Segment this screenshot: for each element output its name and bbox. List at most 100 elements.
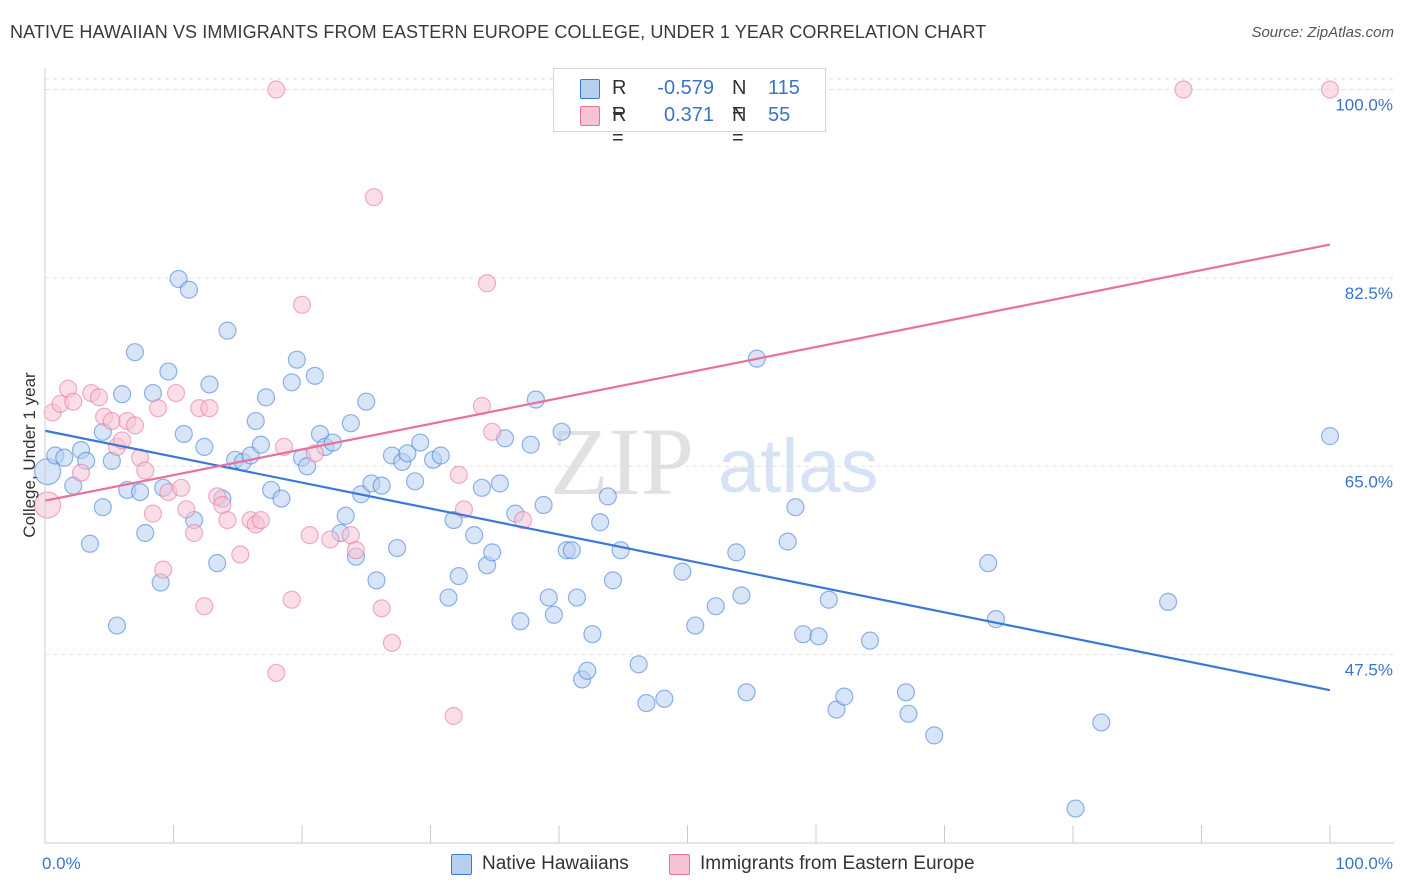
native-hawaiian-point — [673, 562, 692, 581]
pink-swatch-icon — [669, 854, 690, 875]
native-hawaiian-point — [778, 532, 797, 551]
native-hawaiian-point — [526, 390, 545, 409]
x-tick-label: 100.0% — [1335, 854, 1393, 873]
native-hawaiian-point — [539, 588, 558, 607]
eastern-europe-point — [267, 80, 286, 99]
eastern-europe-point — [513, 510, 533, 530]
legend-n-value: 115 — [768, 77, 800, 99]
native-hawaiian-point — [246, 411, 265, 431]
chart-title: NATIVE HAWAIIAN VS IMMIGRANTS FROM EASTE… — [10, 22, 987, 42]
native-hawaiian-point — [629, 655, 648, 674]
eastern-europe-point — [125, 416, 145, 435]
legend-r-value: -0.579 — [657, 77, 714, 99]
eastern-europe-point — [143, 504, 163, 523]
native-hawaiian-point — [55, 448, 74, 467]
native-hawaiian-point — [341, 414, 360, 433]
native-hawaiian-point — [655, 689, 674, 708]
native-hawaiian-point — [598, 487, 617, 506]
native-hawaiian-point — [251, 435, 270, 454]
eastern-europe-point — [372, 599, 391, 618]
eastern-europe-point — [218, 510, 237, 530]
y-tick-label: 100.0% — [1335, 96, 1393, 115]
eastern-europe-point — [305, 444, 324, 463]
native-hawaiian-point — [80, 534, 100, 553]
eastern-europe-point — [483, 422, 502, 441]
eastern-europe-point — [64, 392, 83, 411]
native-hawaiian-point — [112, 385, 132, 404]
eastern-europe-point — [89, 388, 109, 407]
native-hawaiian-point — [357, 392, 376, 411]
native-hawaiian-point — [195, 437, 214, 456]
eastern-europe-point — [102, 411, 121, 431]
native-hawaiian-point — [483, 543, 502, 562]
native-hawaiian-point — [130, 482, 150, 502]
eastern-europe-point — [231, 545, 250, 564]
legend-n-label: N = — [732, 77, 747, 122]
native-hawaiian-point — [1066, 799, 1085, 818]
eastern-europe-point — [177, 500, 196, 519]
native-hawaiian-point — [200, 375, 219, 394]
eastern-europe-point — [71, 463, 91, 482]
native-hawaiian-point — [611, 541, 630, 560]
y-axis-label: College, Under 1 year — [20, 372, 39, 538]
native-hawaiian-point — [583, 625, 602, 644]
native-hawaiian-point — [411, 433, 430, 452]
native-hawaiian-point — [727, 543, 746, 562]
legend-r-label: R = — [612, 104, 627, 149]
eastern-europe-point — [346, 541, 366, 560]
points-layer — [33, 80, 1340, 818]
eastern-europe-point — [166, 383, 186, 403]
native-hawaiian-point — [899, 704, 918, 723]
native-hawaiian-point — [511, 612, 530, 631]
native-hawaiian-point — [1320, 427, 1340, 446]
eastern-europe-point — [200, 399, 219, 418]
trend-layer — [44, 243, 1331, 692]
native-hawaiian-point — [567, 588, 587, 607]
blue-swatch-icon — [451, 854, 472, 875]
native-hawaiian-point — [136, 523, 155, 543]
eastern-europe-point — [148, 399, 168, 418]
native-hawaiian-point — [896, 683, 916, 702]
native-hawaiian-point — [287, 350, 306, 369]
native-hawaiian-point — [732, 586, 751, 605]
eastern-europe-point — [136, 461, 155, 480]
eastern-europe-point — [154, 560, 173, 579]
watermark-zip: ZIP — [550, 408, 694, 515]
eastern-europe-point — [449, 465, 468, 484]
eastern-europe-point — [444, 706, 463, 726]
eastern-europe-point — [172, 478, 191, 497]
native-hawaiian-point — [1092, 713, 1111, 732]
native-hawaiian-point — [387, 538, 407, 558]
legend-label: Native Hawaiians — [482, 853, 629, 874]
eastern-europe-point — [364, 188, 384, 207]
native-hawaiian-point — [367, 571, 386, 590]
native-hawaiian-point — [472, 478, 491, 497]
eastern-europe-point — [477, 274, 497, 293]
native-hawaiian-point — [737, 683, 756, 702]
eastern-europe-point — [213, 495, 232, 515]
native-hawaiian-point — [282, 373, 301, 392]
native-hawaiian-point — [336, 506, 355, 525]
eastern-europe-point — [267, 663, 286, 683]
native-hawaiian-point — [925, 726, 944, 745]
x-tick-label: 0.0% — [42, 854, 81, 873]
native-hawaiian-point — [398, 444, 417, 463]
watermark-atlas: atlas — [718, 424, 879, 509]
eastern-europe-point — [321, 530, 340, 549]
native-hawaiian-point — [706, 597, 725, 616]
native-hawaiian-point — [986, 610, 1006, 629]
native-hawaiian-point — [372, 476, 391, 495]
legend-label: Immigrants from Eastern Europe — [700, 853, 975, 874]
legend-n-label: N = — [732, 104, 747, 149]
native-hawaiian-point — [305, 366, 324, 385]
series-legend: Native Hawaiians Immigrants from Eastern… — [0, 853, 1406, 877]
correlation-legend: R = -0.579 N = 115 R = 0.371 N = 55 — [553, 68, 826, 149]
eastern-europe-point — [292, 295, 312, 314]
eastern-europe-point — [382, 633, 402, 652]
native-hawaiian-point — [979, 554, 998, 573]
native-hawaiian-point — [431, 446, 450, 465]
eastern-europe-point — [300, 526, 319, 545]
native-hawaiian-point — [521, 435, 540, 454]
native-hawaiian-trendline — [44, 429, 1331, 692]
